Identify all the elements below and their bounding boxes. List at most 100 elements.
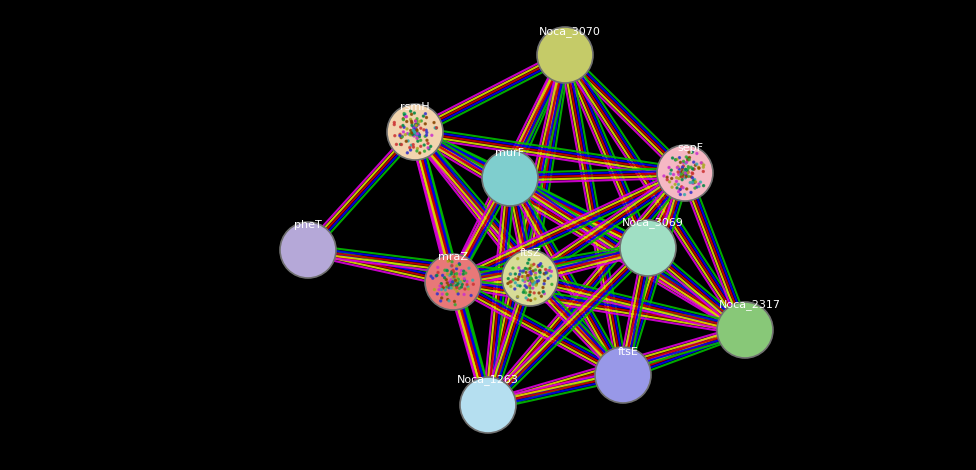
Text: Noca_1263: Noca_1263 xyxy=(457,374,519,385)
Point xyxy=(680,163,696,170)
Point xyxy=(520,296,536,304)
Point xyxy=(409,118,425,125)
Point xyxy=(687,184,703,192)
Point xyxy=(446,275,462,282)
Text: ftsZ: ftsZ xyxy=(519,248,541,258)
Point xyxy=(409,134,425,141)
Point xyxy=(685,170,701,177)
Point xyxy=(447,301,463,308)
Point xyxy=(392,141,408,148)
Point xyxy=(444,282,460,290)
Point xyxy=(406,131,422,139)
Point xyxy=(449,262,465,270)
Text: murF: murF xyxy=(496,148,524,158)
Point xyxy=(444,262,460,269)
Point xyxy=(519,284,535,291)
Point xyxy=(444,284,460,291)
Point xyxy=(682,179,698,186)
Point xyxy=(524,278,540,285)
Point xyxy=(520,274,536,282)
Point xyxy=(452,285,468,292)
Point xyxy=(404,129,420,137)
Point xyxy=(407,128,423,135)
Point xyxy=(536,280,551,288)
Point xyxy=(678,171,694,178)
Point xyxy=(413,137,428,144)
Point xyxy=(405,141,421,149)
Point xyxy=(441,297,457,305)
Point xyxy=(671,188,686,196)
Point xyxy=(528,269,544,277)
Point xyxy=(434,282,450,290)
Point xyxy=(526,260,542,268)
Point xyxy=(400,137,416,145)
Point xyxy=(394,133,410,140)
Point xyxy=(409,127,425,134)
Point xyxy=(402,131,418,138)
Point xyxy=(408,129,424,136)
Point xyxy=(681,156,697,164)
Point xyxy=(404,131,420,139)
Circle shape xyxy=(537,27,593,83)
Point xyxy=(515,268,531,276)
Point xyxy=(445,278,461,286)
Point xyxy=(539,269,554,277)
Point xyxy=(396,111,412,119)
Point xyxy=(515,289,531,296)
Point xyxy=(456,267,471,275)
Point xyxy=(522,274,538,282)
Point xyxy=(675,171,691,179)
Point xyxy=(448,277,464,284)
Point xyxy=(449,270,465,277)
Point xyxy=(510,276,526,283)
Point xyxy=(668,180,683,188)
Point xyxy=(408,117,424,125)
Point xyxy=(509,282,525,289)
Point xyxy=(696,168,712,175)
Point xyxy=(679,166,695,174)
Point xyxy=(676,170,692,178)
Point xyxy=(405,126,421,134)
Point xyxy=(694,159,710,167)
Point xyxy=(521,291,537,299)
Point xyxy=(457,277,472,284)
Circle shape xyxy=(460,377,516,433)
Point xyxy=(672,158,688,166)
Point xyxy=(674,167,690,175)
Point xyxy=(656,172,671,180)
Point xyxy=(398,113,414,120)
Point xyxy=(673,170,689,178)
Point xyxy=(420,140,435,147)
Point xyxy=(691,164,707,171)
Point xyxy=(457,275,472,282)
Point xyxy=(522,288,538,296)
Point xyxy=(681,172,697,180)
Point xyxy=(458,269,473,277)
Point xyxy=(520,259,536,267)
Point xyxy=(422,145,437,153)
Point xyxy=(521,276,537,284)
Point xyxy=(686,165,702,173)
Point xyxy=(428,272,444,280)
Point xyxy=(397,131,413,138)
Point xyxy=(524,275,540,283)
Point xyxy=(435,272,451,279)
Point xyxy=(665,154,680,162)
Point xyxy=(537,270,552,278)
Point xyxy=(508,279,523,287)
Point xyxy=(406,127,422,134)
Point xyxy=(403,126,419,134)
Point xyxy=(672,191,688,198)
Point xyxy=(399,149,415,157)
Point xyxy=(512,267,528,275)
Point xyxy=(416,112,431,120)
Point xyxy=(528,274,544,282)
Point xyxy=(411,130,427,137)
Point xyxy=(419,114,434,121)
Point xyxy=(429,272,445,279)
Point xyxy=(523,261,539,269)
Point xyxy=(439,290,455,298)
Point xyxy=(543,272,558,280)
Point xyxy=(445,277,461,285)
Point xyxy=(511,264,527,272)
